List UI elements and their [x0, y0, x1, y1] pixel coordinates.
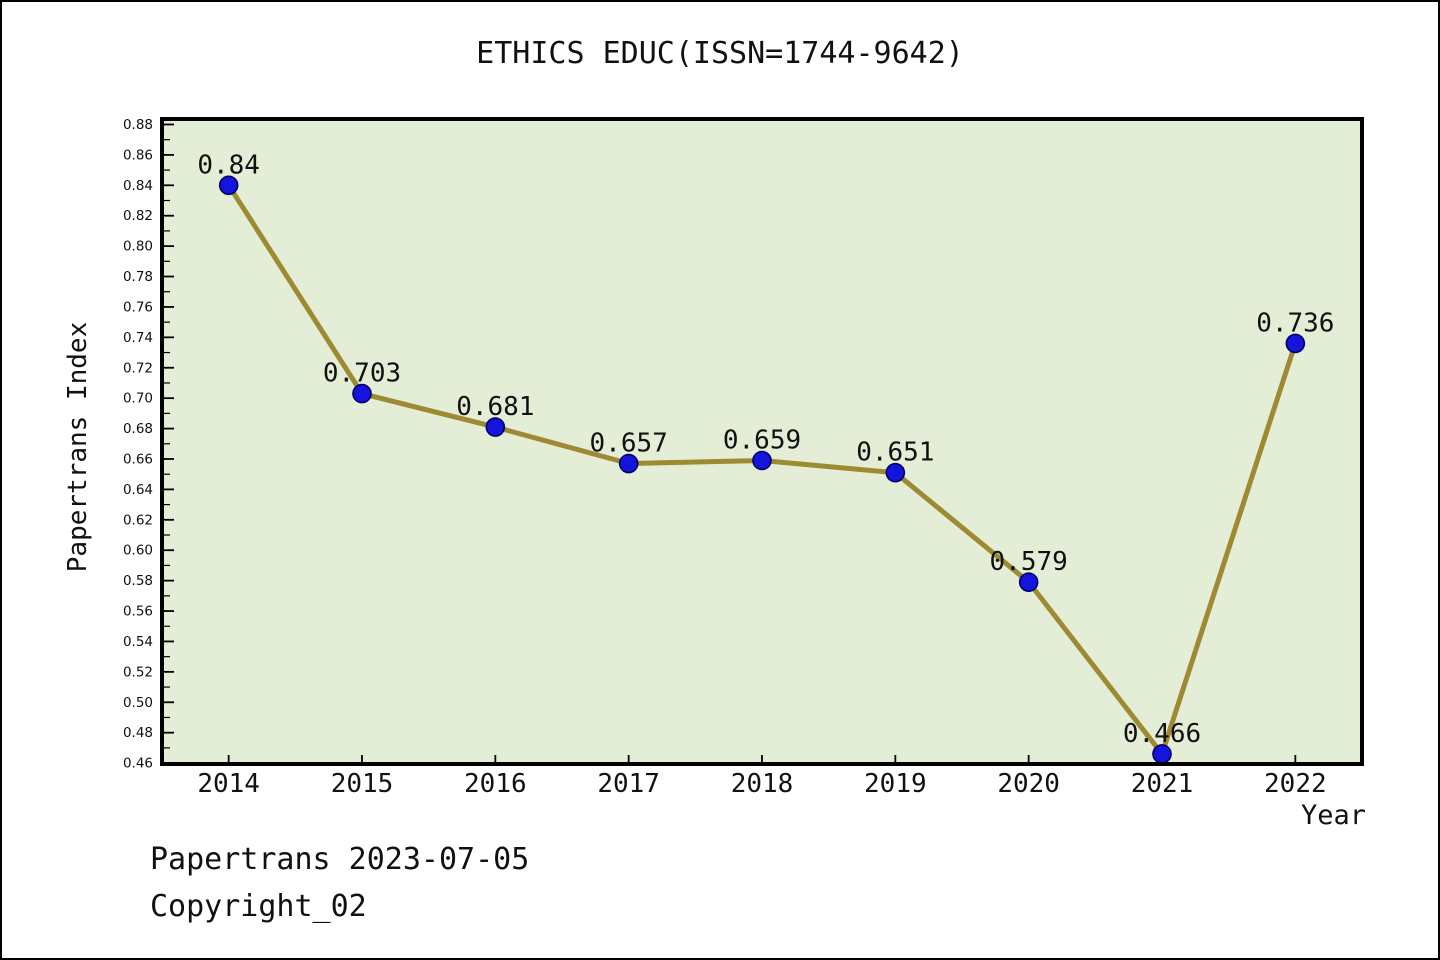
x-tick-label: 2015 — [331, 769, 394, 799]
y-tick-label: 0.76 — [123, 299, 153, 315]
x-axis-title: Year — [1300, 800, 1366, 831]
data-point — [218, 175, 239, 196]
data-point-label: 0.736 — [1256, 308, 1334, 338]
y-tick-label: 0.58 — [123, 573, 153, 589]
data-point-label: 0.703 — [323, 359, 401, 389]
plot-background — [162, 119, 1362, 764]
data-point-label: 0.466 — [1123, 719, 1201, 749]
data-point-label: 0.579 — [990, 547, 1068, 577]
y-tick-label: 0.86 — [123, 147, 153, 163]
y-tick-label: 0.88 — [123, 117, 153, 133]
y-tick-label: 0.48 — [123, 725, 153, 741]
data-point-label: 0.84 — [197, 150, 260, 180]
data-point-label: 0.681 — [456, 392, 534, 422]
y-tick-label: 0.70 — [123, 391, 153, 407]
x-tick-label: 2018 — [731, 769, 794, 799]
data-point-label: 0.659 — [723, 426, 801, 456]
chart-title: ETHICS EDUC(ISSN=1744-9642) — [476, 36, 964, 71]
y-tick-label: 0.84 — [123, 178, 153, 194]
y-tick-label: 0.62 — [123, 512, 153, 528]
data-point — [752, 450, 772, 471]
footer-copyright-text: Copyright_02 — [150, 889, 367, 924]
y-tick-label: 0.46 — [123, 756, 153, 772]
y-tick-label: 0.72 — [123, 360, 153, 376]
data-point — [485, 417, 506, 437]
y-tick-label: 0.80 — [123, 239, 153, 255]
data-point — [885, 462, 906, 483]
x-tick-label: 2017 — [597, 769, 660, 799]
y-tick-label: 0.54 — [123, 634, 153, 650]
data-point — [352, 383, 372, 404]
data-point — [618, 453, 639, 474]
y-tick-label: 0.68 — [123, 421, 153, 437]
y-tick-label: 0.82 — [123, 208, 153, 224]
data-point — [1285, 333, 1306, 354]
footer-date-text: Papertrans 2023-07-05 — [150, 842, 530, 877]
y-tick-label: 0.74 — [123, 330, 153, 346]
x-tick-label: 2016 — [464, 769, 527, 799]
y-tick-label: 0.52 — [123, 664, 153, 680]
data-point-label: 0.651 — [856, 438, 934, 468]
x-tick-label: 2014 — [197, 769, 260, 799]
x-tick-label: 2021 — [1131, 769, 1194, 799]
y-tick-label: 0.66 — [123, 451, 153, 467]
y-tick-label: 0.56 — [123, 604, 153, 620]
x-tick-label: 2019 — [864, 769, 927, 799]
y-tick-label: 0.60 — [123, 543, 153, 559]
x-tick-label: 2020 — [997, 769, 1060, 799]
data-point — [1018, 572, 1039, 592]
plot-frame — [160, 117, 1364, 766]
y-tick-label: 0.64 — [123, 482, 153, 498]
data-point-label: 0.657 — [590, 429, 668, 459]
y-axis-title: Papertrans Index — [63, 321, 93, 573]
y-tick-label: 0.78 — [123, 269, 153, 285]
y-tick-label: 0.50 — [123, 695, 153, 711]
x-tick-label: 2022 — [1264, 769, 1327, 799]
